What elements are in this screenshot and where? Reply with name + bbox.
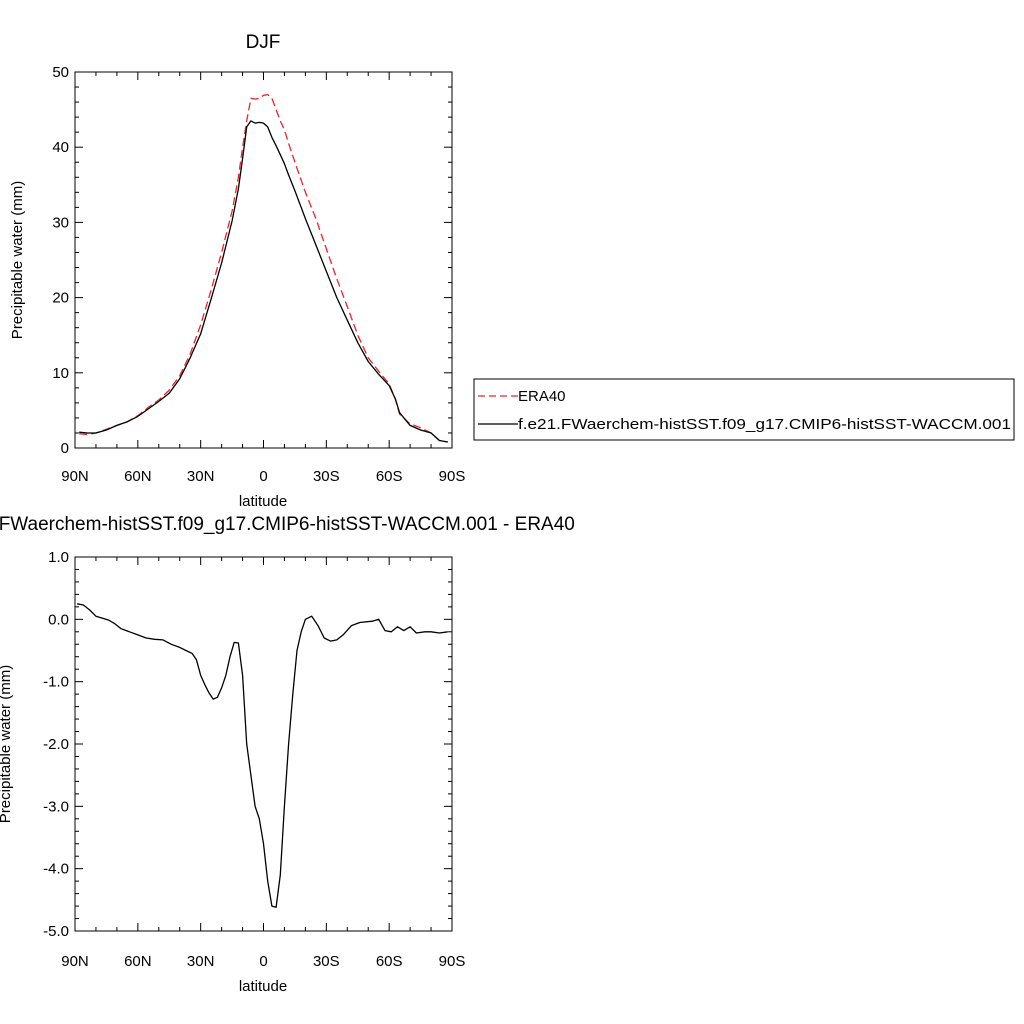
top-x-tick-label: 60N bbox=[124, 468, 152, 485]
legend: ERA40 f.e21.FWaerchem-histSST.f09_g17.CM… bbox=[473, 378, 1015, 441]
bottom-series-line-difference bbox=[76, 603, 448, 908]
bottom-y-tick-label: -5.0 bbox=[43, 923, 69, 940]
bottom-x-axis-label: latitude bbox=[239, 978, 287, 995]
legend-label-model: f.e21.FWaerchem-histSST.f09_g17.CMIP6-hi… bbox=[518, 416, 1011, 433]
bottom-y-tick-label: -2.0 bbox=[43, 736, 69, 753]
top-y-tick-label: 40 bbox=[52, 139, 69, 156]
legend-box bbox=[473, 378, 1015, 441]
top-panel: DJF 90N 60N 30N 0 30S 60S 90S 0 10 20 30 40 50 latit… bbox=[9, 32, 465, 510]
top-series-line-model bbox=[79, 120, 448, 443]
bottom-series-lines bbox=[76, 603, 448, 908]
bottom-y-tick-label: -4.0 bbox=[43, 861, 69, 878]
bottom-panel: f.e21.FWaerchem-histSST.f09_g17.CMIP6-hi… bbox=[0, 514, 575, 995]
top-series-line-era40 bbox=[79, 93, 448, 443]
top-y-tick-label: 50 bbox=[52, 64, 69, 81]
bottom-x-tick-label: 60S bbox=[376, 953, 403, 970]
top-x-tick-label: 0 bbox=[259, 468, 267, 485]
top-y-tick-label: 0 bbox=[61, 440, 69, 457]
legend-label-era40: ERA40 bbox=[518, 388, 566, 405]
bottom-y-tick-label: 0.0 bbox=[48, 611, 69, 628]
top-axis-ticks: 90N 60N 30N 0 30S 60S 90S 0 10 20 30 40 50 bbox=[52, 64, 465, 485]
bottom-axis-ticks: 90N 60N 30N 0 30S 60S 90S 1.0 0.0 -1.0 -2.0 -3.0 -4.… bbox=[43, 549, 465, 970]
top-plot-frame bbox=[74, 71, 453, 449]
bottom-x-tick-label: 30N bbox=[187, 953, 215, 970]
bottom-x-tick-label: 30S bbox=[313, 953, 340, 970]
bottom-y-axis-label: Precipitable water (mm) bbox=[0, 665, 14, 823]
top-x-tick-label: 30S bbox=[313, 468, 340, 485]
top-y-tick-label: 30 bbox=[52, 214, 69, 231]
top-y-tick-label: 10 bbox=[52, 365, 69, 382]
bottom-plot-frame bbox=[74, 556, 453, 932]
top-x-tick-label: 90N bbox=[61, 468, 89, 485]
top-y-tick-label: 20 bbox=[52, 290, 69, 307]
top-x-tick-label: 60S bbox=[376, 468, 403, 485]
top-series-lines bbox=[79, 93, 448, 443]
bottom-x-tick-label: 0 bbox=[259, 953, 267, 970]
top-x-axis-label: latitude bbox=[239, 493, 287, 510]
bottom-y-tick-label: 1.0 bbox=[48, 549, 69, 566]
bottom-y-tick-label: -3.0 bbox=[43, 798, 69, 815]
top-x-tick-label: 90S bbox=[439, 468, 466, 485]
bottom-y-tick-label: -1.0 bbox=[43, 674, 69, 691]
top-y-axis-label: Precipitable water (mm) bbox=[9, 181, 26, 339]
bottom-x-tick-label: 90S bbox=[439, 953, 466, 970]
bottom-x-tick-label: 90N bbox=[61, 953, 89, 970]
top-panel-title: DJF bbox=[246, 32, 281, 53]
bottom-x-tick-label: 60N bbox=[124, 953, 152, 970]
bottom-panel-title: f.e21.FWaerchem-histSST.f09_g17.CMIP6-hi… bbox=[0, 514, 575, 535]
top-x-tick-label: 30N bbox=[187, 468, 215, 485]
